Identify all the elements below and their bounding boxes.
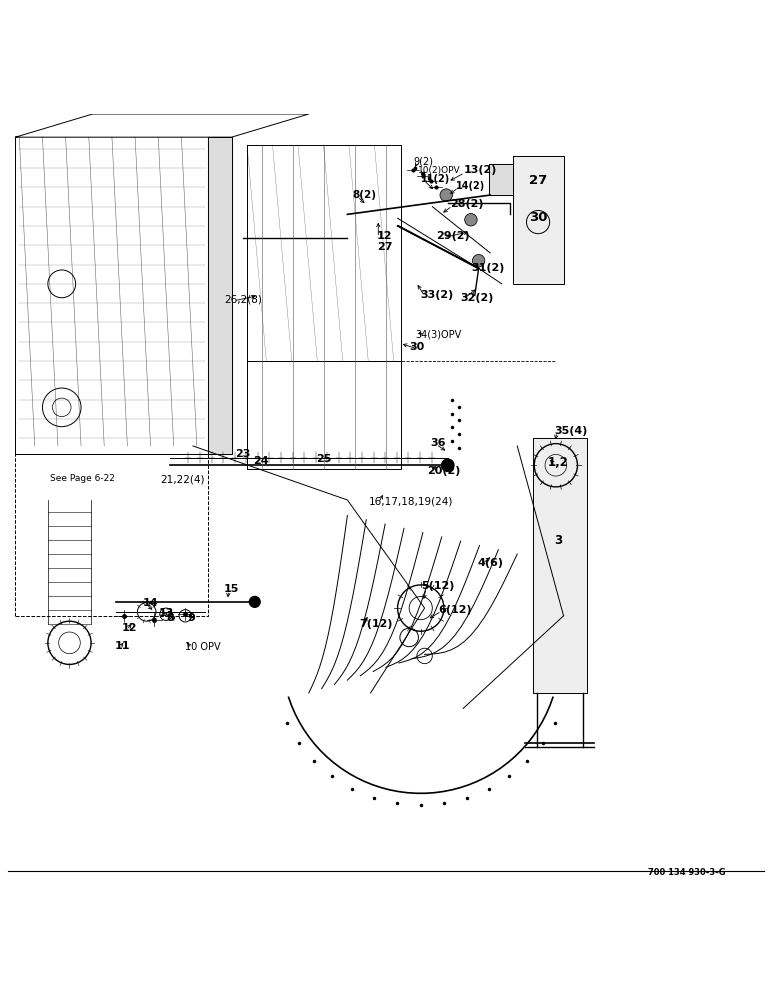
Text: 13: 13 bbox=[158, 608, 174, 618]
Circle shape bbox=[249, 596, 260, 607]
Polygon shape bbox=[513, 156, 564, 284]
Text: 4(6): 4(6) bbox=[477, 558, 503, 568]
Text: 13(2): 13(2) bbox=[463, 165, 496, 175]
Circle shape bbox=[442, 459, 454, 471]
Text: 3: 3 bbox=[554, 534, 563, 547]
Text: 27: 27 bbox=[529, 174, 547, 187]
Text: 10 OPV: 10 OPV bbox=[185, 642, 221, 652]
Text: 36: 36 bbox=[431, 438, 446, 448]
Polygon shape bbox=[489, 164, 513, 195]
Text: 6(12): 6(12) bbox=[438, 605, 472, 615]
Text: 23: 23 bbox=[235, 449, 251, 459]
Text: 25: 25 bbox=[317, 454, 332, 464]
Text: 24: 24 bbox=[253, 456, 269, 466]
Text: 14(2): 14(2) bbox=[456, 181, 486, 191]
Text: 700 134 930-3-G: 700 134 930-3-G bbox=[648, 868, 726, 877]
Polygon shape bbox=[208, 137, 232, 454]
Text: 30: 30 bbox=[409, 342, 425, 352]
Text: 21,22(4): 21,22(4) bbox=[160, 474, 205, 484]
Polygon shape bbox=[533, 438, 587, 693]
Text: 35(4): 35(4) bbox=[554, 426, 587, 436]
Text: 20(2): 20(2) bbox=[427, 466, 460, 476]
Text: 34(3)OPV: 34(3)OPV bbox=[415, 330, 462, 340]
Text: 12: 12 bbox=[377, 231, 392, 241]
Circle shape bbox=[363, 220, 375, 232]
Text: 8(2): 8(2) bbox=[352, 190, 376, 200]
Text: 14: 14 bbox=[143, 598, 158, 608]
Polygon shape bbox=[247, 361, 401, 469]
Text: 10(2)OPV: 10(2)OPV bbox=[418, 166, 461, 175]
Text: See Page 6-22: See Page 6-22 bbox=[50, 474, 115, 483]
Text: 8: 8 bbox=[166, 613, 174, 623]
Circle shape bbox=[472, 255, 485, 267]
Text: 28(2): 28(2) bbox=[450, 199, 483, 209]
Text: 29(2): 29(2) bbox=[436, 231, 470, 241]
Text: 33(2): 33(2) bbox=[421, 290, 454, 300]
Text: 27: 27 bbox=[377, 242, 392, 252]
Text: 9: 9 bbox=[188, 613, 195, 623]
Text: 31(2): 31(2) bbox=[471, 263, 504, 273]
Text: 15: 15 bbox=[224, 584, 239, 594]
Text: 11: 11 bbox=[114, 641, 130, 651]
Polygon shape bbox=[247, 145, 401, 361]
Text: 1,2: 1,2 bbox=[548, 456, 569, 469]
Text: 5(12): 5(12) bbox=[421, 581, 454, 591]
Polygon shape bbox=[15, 114, 309, 137]
Text: 12: 12 bbox=[122, 623, 137, 633]
Text: 30: 30 bbox=[529, 211, 547, 224]
Text: 26,2(8): 26,2(8) bbox=[224, 294, 262, 304]
Circle shape bbox=[465, 214, 477, 226]
Text: 11(2): 11(2) bbox=[421, 174, 450, 184]
Text: 9(2): 9(2) bbox=[413, 157, 433, 167]
Circle shape bbox=[440, 189, 452, 201]
Text: 16,17,18,19(24): 16,17,18,19(24) bbox=[369, 497, 453, 507]
Text: 7(12): 7(12) bbox=[359, 619, 392, 629]
Text: 32(2): 32(2) bbox=[460, 293, 493, 303]
